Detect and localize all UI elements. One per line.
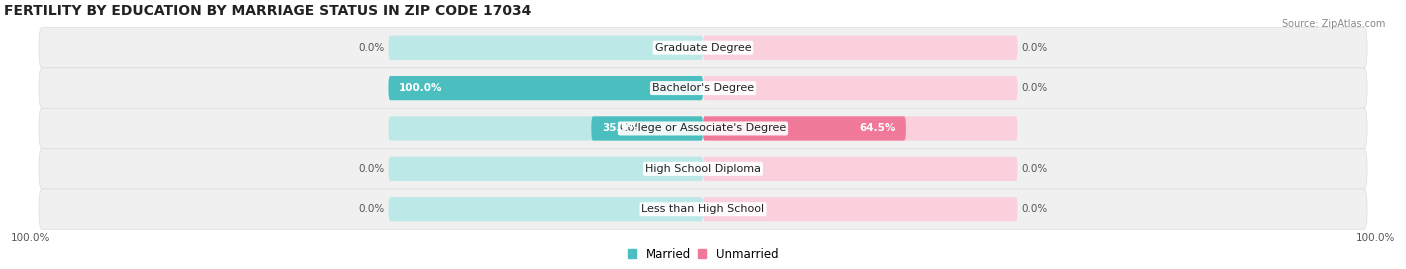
Text: 100.0%: 100.0% <box>1355 233 1395 243</box>
Text: 100.0%: 100.0% <box>11 233 51 243</box>
FancyBboxPatch shape <box>703 116 905 141</box>
Legend: Married, Unmarried: Married, Unmarried <box>623 243 783 265</box>
FancyBboxPatch shape <box>39 149 1367 189</box>
Text: FERTILITY BY EDUCATION BY MARRIAGE STATUS IN ZIP CODE 17034: FERTILITY BY EDUCATION BY MARRIAGE STATU… <box>4 4 531 18</box>
FancyBboxPatch shape <box>592 116 703 141</box>
Text: 0.0%: 0.0% <box>1021 43 1047 53</box>
FancyBboxPatch shape <box>388 36 703 60</box>
FancyBboxPatch shape <box>39 27 1367 68</box>
Text: 0.0%: 0.0% <box>359 204 385 214</box>
FancyBboxPatch shape <box>703 36 1018 60</box>
Text: Source: ZipAtlas.com: Source: ZipAtlas.com <box>1281 19 1385 29</box>
Text: High School Diploma: High School Diploma <box>645 164 761 174</box>
Text: 0.0%: 0.0% <box>359 43 385 53</box>
FancyBboxPatch shape <box>703 76 1018 100</box>
Text: 100.0%: 100.0% <box>399 83 443 93</box>
Text: 35.5%: 35.5% <box>602 123 638 133</box>
Text: 0.0%: 0.0% <box>359 164 385 174</box>
FancyBboxPatch shape <box>388 197 703 221</box>
FancyBboxPatch shape <box>388 76 703 100</box>
FancyBboxPatch shape <box>703 197 1018 221</box>
Text: College or Associate's Degree: College or Associate's Degree <box>620 123 786 133</box>
Text: Bachelor's Degree: Bachelor's Degree <box>652 83 754 93</box>
Text: 64.5%: 64.5% <box>859 123 896 133</box>
Text: Less than High School: Less than High School <box>641 204 765 214</box>
Text: 0.0%: 0.0% <box>1021 164 1047 174</box>
FancyBboxPatch shape <box>703 157 1018 181</box>
FancyBboxPatch shape <box>39 68 1367 108</box>
FancyBboxPatch shape <box>388 157 703 181</box>
FancyBboxPatch shape <box>388 76 703 100</box>
FancyBboxPatch shape <box>39 108 1367 149</box>
Text: Graduate Degree: Graduate Degree <box>655 43 751 53</box>
FancyBboxPatch shape <box>703 116 1018 141</box>
FancyBboxPatch shape <box>39 189 1367 229</box>
Text: 0.0%: 0.0% <box>1021 83 1047 93</box>
Text: 0.0%: 0.0% <box>1021 204 1047 214</box>
FancyBboxPatch shape <box>388 116 703 141</box>
